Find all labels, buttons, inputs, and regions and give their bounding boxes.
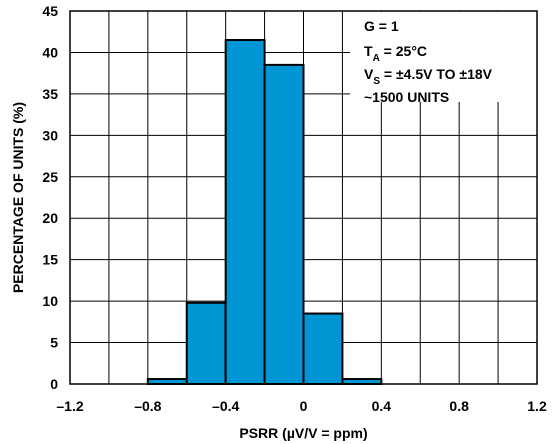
y-tick-label: 35 xyxy=(42,86,58,102)
histogram-bar xyxy=(263,63,305,385)
x-tick-label: 1.2 xyxy=(527,398,547,414)
y-tick-label: 10 xyxy=(42,293,58,309)
x-tick-label: –0.8 xyxy=(134,398,161,414)
x-axis-title: PSRR (µV/V = ppm) xyxy=(239,425,367,441)
y-tick-label: 15 xyxy=(42,252,58,268)
x-tick-label: –1.2 xyxy=(56,398,83,414)
x-tick-label: 0.4 xyxy=(372,398,392,414)
annotation-line: TA = 25°C xyxy=(364,43,427,64)
annotation-box-background xyxy=(350,12,537,102)
x-tick-label: 0 xyxy=(300,398,308,414)
y-tick-label: 45 xyxy=(42,3,58,19)
x-tick-label: 0.8 xyxy=(449,398,469,414)
y-tick-label: 40 xyxy=(42,44,58,60)
ticks-layer: 0 5 10 15 20 25 30 35 40 45 –1.2 –0.8 –0.4 0 0.4 0.8 1.2 xyxy=(42,3,547,414)
y-tick-label: 25 xyxy=(42,169,58,185)
y-tick-label: 20 xyxy=(42,210,58,226)
x-tick-label: –0.4 xyxy=(212,398,239,414)
annotation-box: G = 1 TA = 25°CVS = ±4.5V TO ±18V ~1500 UN… xyxy=(350,12,537,105)
histogram-bar xyxy=(185,301,227,385)
y-axis-title: PERCENTAGE OF UNITS (%) xyxy=(10,102,26,293)
annotation-line: VS = ±4.5V TO ±18V xyxy=(364,66,493,87)
y-tick-label: 0 xyxy=(50,376,58,392)
histogram-bar xyxy=(224,39,266,386)
plot-border xyxy=(69,10,538,385)
y-tick-label: 5 xyxy=(50,335,58,351)
annotation-line: ~1500 UNITS xyxy=(364,89,449,105)
axes-layer xyxy=(69,10,538,385)
histogram-bar xyxy=(302,312,344,385)
bars-layer xyxy=(146,39,383,386)
y-tick-label: 30 xyxy=(42,127,58,143)
annotation-line: G = 1 xyxy=(364,18,399,34)
